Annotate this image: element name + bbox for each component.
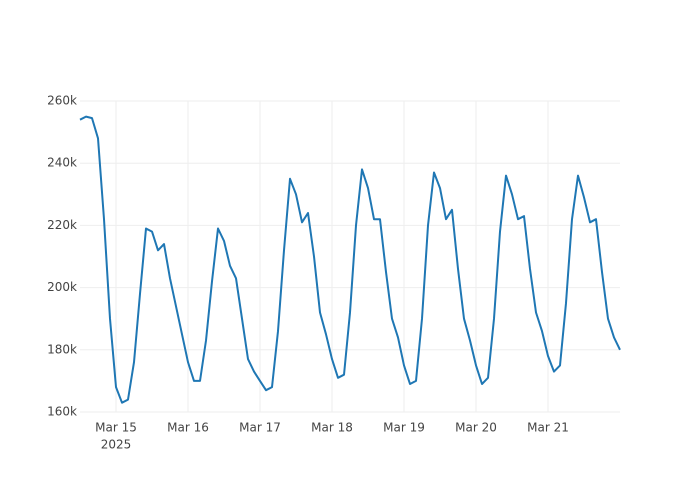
y-tick-label: 200k [47,280,77,294]
x-tick-label: Mar 20 [455,421,497,435]
x-tick-label: Mar 21 [527,421,569,435]
x-tick-label: Mar 15 [95,421,137,435]
y-tick-label: 240k [47,156,77,170]
data-line [79,115,621,404]
x-tick-label: Mar 17 [239,421,281,435]
y-tick-label: 180k [47,342,77,356]
x-tick-label: Mar 19 [383,421,425,435]
x-tick-label: Mar 16 [167,421,209,435]
x-tick-label: Mar 18 [311,421,353,435]
y-tick-label: 260k [47,94,77,108]
y-tick-label: 160k [47,405,77,419]
x-year-label: 2025 [101,438,132,452]
y-tick-label: 220k [47,218,77,232]
